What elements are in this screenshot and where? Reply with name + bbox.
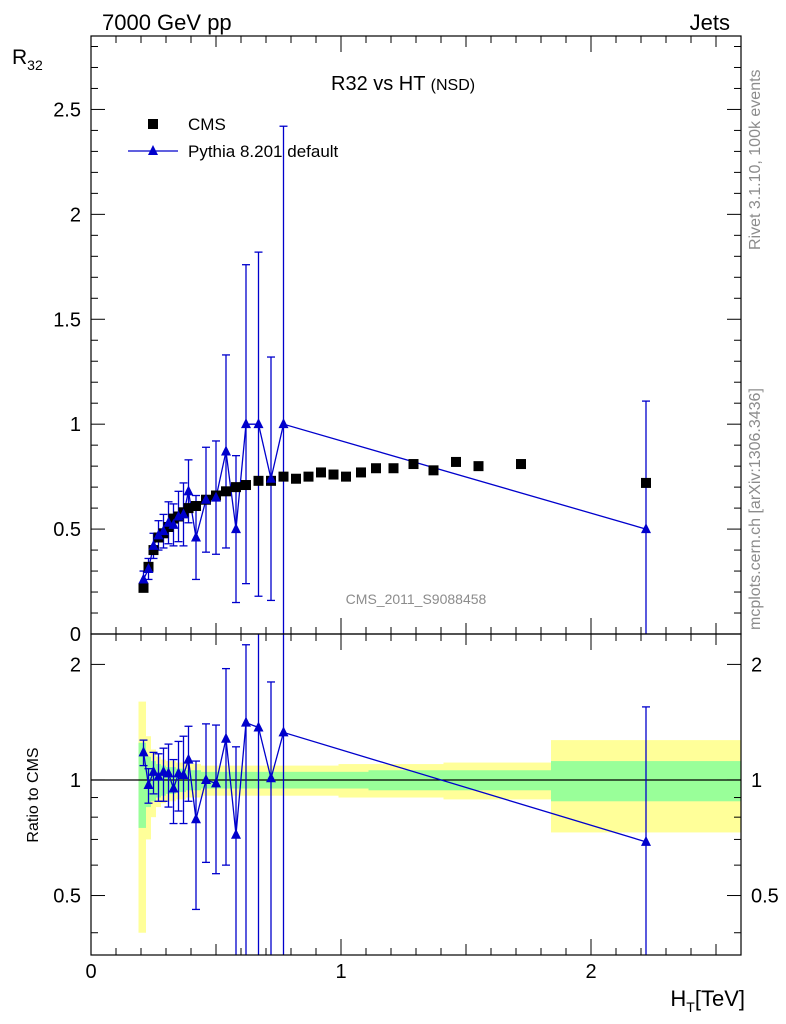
- cms-point: [516, 459, 526, 470]
- mc-point: [178, 508, 189, 519]
- ratio-y-tick-label-right: 0.5: [751, 886, 779, 908]
- ratio-mc-point: [201, 773, 211, 784]
- y-tick-label: 0: [70, 624, 81, 646]
- ratio-y-tick-label-right: 2: [751, 654, 762, 676]
- mc-point: [231, 523, 241, 534]
- plot-title: R32 vs HT (NSD): [331, 73, 475, 95]
- cms-point: [191, 501, 201, 512]
- cms-point: [148, 545, 159, 556]
- x-tick-label: 1: [335, 961, 346, 983]
- ratio-mc-point: [191, 813, 201, 824]
- mcplots-label: mcplots.cern.ch [arXiv:1306.3436]: [747, 388, 764, 630]
- mc-point: [158, 525, 169, 536]
- header-left: 7000 GeV pp: [102, 10, 232, 35]
- ratio-panel: 0.5 0.5 1 1 2 2 0 1 2: [53, 633, 779, 983]
- ratio-mc-point: [241, 716, 251, 727]
- main-panel: 0 0.5 1 1.5 2 2.5 CMS Pythia 8.201 default: [53, 35, 742, 646]
- cms-point: [641, 477, 651, 488]
- ratio-mc-point: [168, 782, 179, 793]
- cms-point: [231, 482, 241, 493]
- cms-point: [356, 467, 366, 478]
- ratio-y-tick-label-right: 1: [751, 770, 762, 792]
- mc-point: [183, 485, 194, 496]
- mc-point: [211, 491, 221, 502]
- y-tick-label: 1: [70, 414, 81, 436]
- cms-point: [303, 471, 314, 482]
- cms-point: [388, 463, 399, 474]
- x-tick-label: 0: [85, 961, 96, 983]
- ratio-mc-point: [143, 779, 154, 790]
- ratio-mc-point: [211, 777, 221, 788]
- cms-point: [278, 471, 289, 482]
- legend-cms-marker: [148, 119, 158, 129]
- cms-point: [241, 480, 251, 491]
- cms-point: [138, 582, 149, 593]
- mc-point: [221, 445, 231, 456]
- cms-point: [428, 465, 439, 476]
- ratio-mc-point: [178, 769, 189, 780]
- analysis-watermark: CMS_2011_S9088458: [346, 591, 487, 607]
- x-axis-label: HT[TeV]: [670, 986, 745, 1015]
- mc-point: [201, 493, 211, 504]
- cms-point: [163, 521, 174, 532]
- ratio-y-tick-label: 1: [70, 770, 81, 792]
- mc-line: [142, 423, 647, 580]
- mc-point: [253, 418, 264, 429]
- mc-point: [143, 562, 154, 573]
- ratio-y-tick-label: 2: [70, 654, 81, 676]
- legend-mc-marker: [148, 145, 158, 155]
- cms-point: [221, 486, 231, 497]
- cms-point: [408, 459, 419, 470]
- cms-point: [316, 467, 326, 478]
- cms-point: [341, 471, 351, 482]
- y-tick-label: 2.5: [53, 99, 81, 121]
- ratio-mc-point: [253, 721, 264, 732]
- ratio-mc-point: [266, 772, 276, 783]
- y-tick-label: 0.5: [53, 519, 81, 541]
- mc-point: [241, 418, 251, 429]
- mc-point: [138, 573, 149, 584]
- uncertainty-band-inner: [138, 742, 146, 828]
- legend-cms-label: CMS: [188, 115, 226, 134]
- y-tick-label: 1.5: [53, 309, 81, 331]
- rivet-label: Rivet 3.1.10, 100k events: [747, 69, 764, 250]
- ratio-mc-point: [278, 726, 289, 737]
- mc-point: [641, 523, 651, 534]
- ratio-mc-point: [221, 732, 231, 743]
- ratio-mc-point: [231, 828, 241, 839]
- cms-point: [328, 469, 339, 480]
- ratio-mc-point: [163, 767, 174, 778]
- ratio-mc-point: [138, 746, 149, 757]
- mc-point: [168, 518, 179, 529]
- mc-point: [191, 531, 201, 542]
- ratio-y-tick-label: 0.5: [53, 886, 81, 908]
- legend-mc-label: Pythia 8.201 default: [188, 142, 339, 161]
- ratio-mc-point: [641, 835, 651, 846]
- cms-point: [473, 461, 484, 472]
- cms-point: [451, 456, 461, 467]
- y-tick-label: 2: [70, 204, 81, 226]
- x-tick-label: 2: [585, 961, 596, 983]
- y-axis-label-main: R32: [12, 46, 43, 73]
- cms-point: [253, 475, 264, 486]
- mc-point: [278, 418, 289, 429]
- ratio-mc-point: [148, 765, 159, 776]
- header-right: Jets: [690, 10, 730, 35]
- y-axis-label-ratio: Ratio to CMS: [25, 747, 42, 842]
- cms-point: [183, 503, 194, 514]
- cms-point: [291, 473, 301, 484]
- mc-point: [266, 472, 276, 483]
- cms-point: [371, 463, 381, 474]
- ratio-mc-point: [153, 770, 164, 781]
- ratio-mc-point: [183, 753, 194, 764]
- mc-point: [153, 529, 164, 540]
- mc-point: [148, 539, 159, 550]
